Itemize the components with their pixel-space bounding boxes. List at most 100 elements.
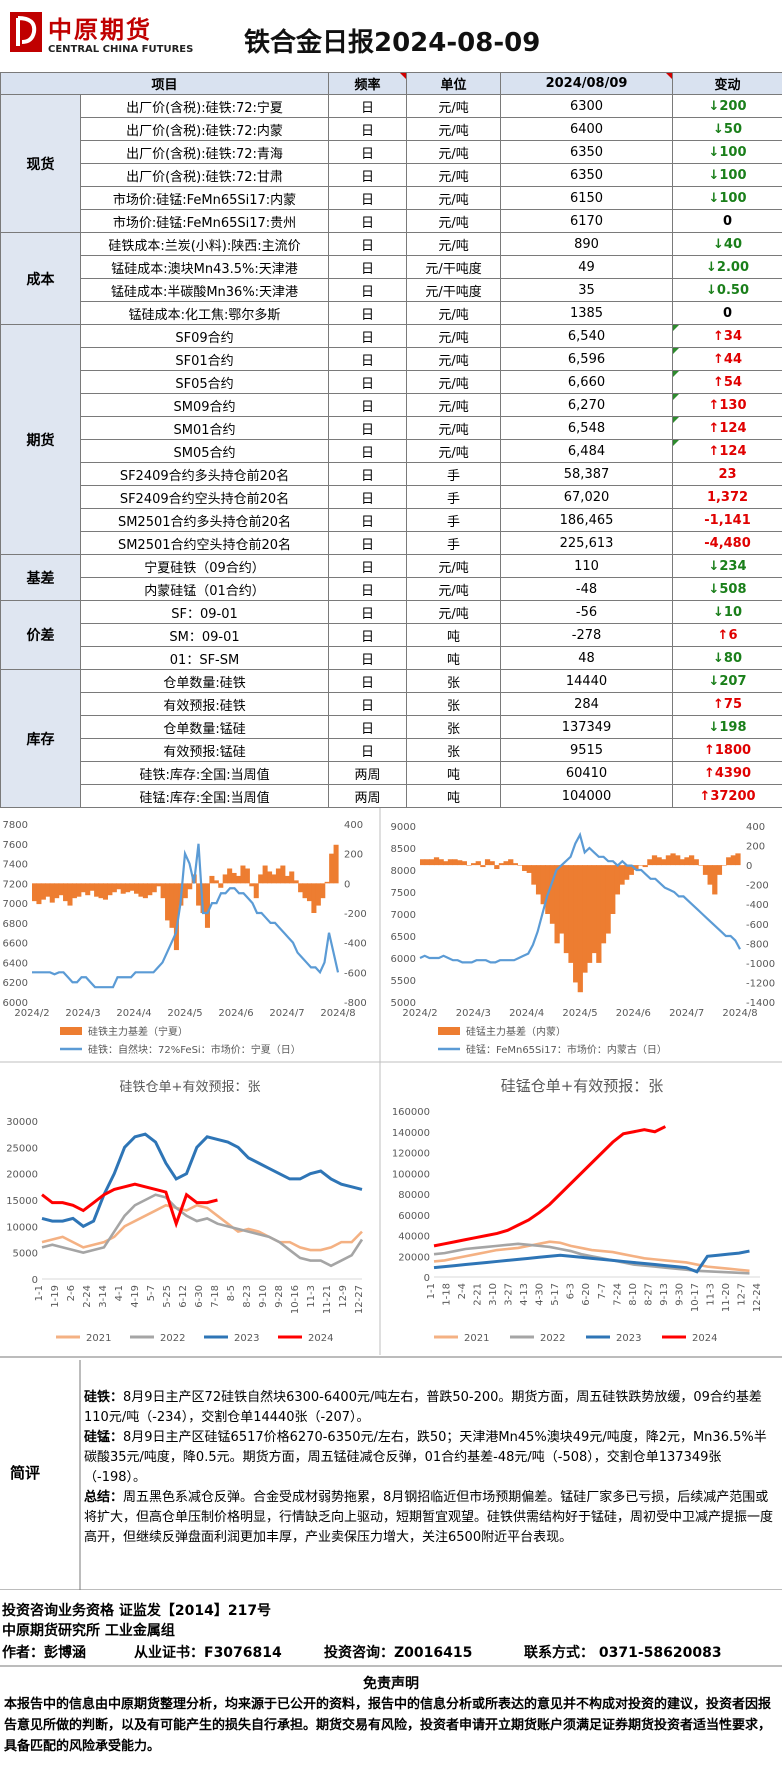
- row-change: ↑1800: [673, 739, 782, 762]
- row-change: ↑34: [673, 325, 782, 348]
- change-value: 6: [728, 628, 737, 643]
- row-frequency: 日: [329, 394, 407, 417]
- row-change: ↓0.50: [673, 279, 782, 302]
- row-unit: 张: [407, 670, 501, 693]
- change-value: 0.50: [717, 283, 749, 298]
- row-item: SM：09-01: [81, 624, 329, 647]
- row-frequency: 日: [329, 256, 407, 279]
- change-value: 0: [723, 306, 732, 321]
- row-value: 49: [501, 256, 673, 279]
- row-change: 1,372: [673, 486, 782, 509]
- row-frequency: 日: [329, 348, 407, 371]
- col-header-item: 项目: [1, 73, 329, 95]
- row-item: 出厂价(含税):硅铁:72:宁夏: [81, 95, 329, 118]
- row-category: 库存: [1, 670, 81, 808]
- arrow-down-icon: ↓: [708, 720, 719, 735]
- row-value: 110: [501, 555, 673, 578]
- arrow-up-icon: ↑: [708, 421, 719, 436]
- change-value: 10: [724, 605, 742, 620]
- price-table: 项目 频率 单位 2024/08/09 变动 现货出厂价(含税):硅铁:72:宁…: [0, 72, 782, 808]
- change-value: 4390: [715, 766, 751, 781]
- logo-english-name: CENTRAL CHINA FUTURES: [48, 44, 193, 55]
- row-category: 价差: [1, 601, 81, 670]
- row-change: ↑130: [673, 394, 782, 417]
- institute-line: 中原期货研究所 工业金属组: [2, 1620, 175, 1640]
- row-value: -56: [501, 601, 673, 624]
- row-change: -4,480: [673, 532, 782, 555]
- change-value: 207: [719, 674, 746, 689]
- row-item: 市场价:硅锰:FeMn65Si17:贵州: [81, 210, 329, 233]
- change-value: 50: [724, 122, 742, 137]
- arrow-down-icon: ↓: [713, 237, 724, 252]
- row-change: ↓234: [673, 555, 782, 578]
- change-value: 100: [719, 145, 746, 160]
- row-value: 67,020: [501, 486, 673, 509]
- row-unit: 元/吨: [407, 325, 501, 348]
- row-item: SF05合约: [81, 371, 329, 394]
- row-item: 01：SF-SM: [81, 647, 329, 670]
- row-value: 60410: [501, 762, 673, 785]
- arrow-down-icon: ↓: [706, 260, 717, 275]
- row-item: SF2409合约多头持仓前20名: [81, 463, 329, 486]
- row-item: SF2409合约空头持仓前20名: [81, 486, 329, 509]
- row-item: 锰硅成本:澳块Mn43.5%:天津港: [81, 256, 329, 279]
- row-item: 内蒙硅锰（01合约）: [81, 578, 329, 601]
- row-frequency: 日: [329, 371, 407, 394]
- row-value: 1385: [501, 302, 673, 325]
- change-value: 40: [724, 237, 742, 252]
- row-change: ↑4390: [673, 762, 782, 785]
- certificate-label: 从业证书：F3076814: [134, 1642, 282, 1662]
- row-unit: 元/吨: [407, 210, 501, 233]
- arrow-up-icon: ↑: [704, 743, 715, 758]
- row-item: 出厂价(含税):硅铁:72:内蒙: [81, 118, 329, 141]
- row-frequency: 日: [329, 555, 407, 578]
- row-frequency: 日: [329, 647, 407, 670]
- row-item: 宁夏硅铁（09合约）: [81, 555, 329, 578]
- row-unit: 吨: [407, 762, 501, 785]
- arrow-down-icon: ↓: [708, 559, 719, 574]
- row-item: 有效预报:硅铁: [81, 693, 329, 716]
- row-frequency: 日: [329, 509, 407, 532]
- row-change: 23: [673, 463, 782, 486]
- change-value: 508: [719, 582, 746, 597]
- row-unit: 元/吨: [407, 302, 501, 325]
- row-value: 186,465: [501, 509, 673, 532]
- row-unit: 张: [407, 716, 501, 739]
- report-header: 中原期货 CENTRAL CHINA FUTURES 铁合金日报2024-08-…: [0, 0, 782, 72]
- change-value: 1,372: [707, 490, 748, 505]
- logo-chinese-name: 中原期货: [48, 10, 152, 45]
- row-unit: 元/吨: [407, 164, 501, 187]
- row-item: 出厂价(含税):硅铁:72:甘肃: [81, 164, 329, 187]
- row-unit: 元/吨: [407, 371, 501, 394]
- arrow-down-icon: ↓: [706, 283, 717, 298]
- arrow-down-icon: ↓: [708, 168, 719, 183]
- arrow-down-icon: ↓: [708, 145, 719, 160]
- arrow-down-icon: ↓: [708, 582, 719, 597]
- arrow-down-icon: ↓: [713, 651, 724, 666]
- change-value: 34: [724, 329, 742, 344]
- change-value: -4,480: [704, 536, 751, 551]
- row-item: 有效预报:锰硅: [81, 739, 329, 762]
- row-frequency: 日: [329, 233, 407, 256]
- change-value: 100: [719, 191, 746, 206]
- change-value: 100: [719, 168, 746, 183]
- row-unit: 手: [407, 509, 501, 532]
- row-change: ↓100: [673, 164, 782, 187]
- change-value: 124: [719, 444, 746, 459]
- arrow-up-icon: ↑: [708, 398, 719, 413]
- row-category: 期货: [1, 325, 81, 555]
- qualification-line: 投资咨询业务资格 证监发【2014】217号: [2, 1600, 271, 1620]
